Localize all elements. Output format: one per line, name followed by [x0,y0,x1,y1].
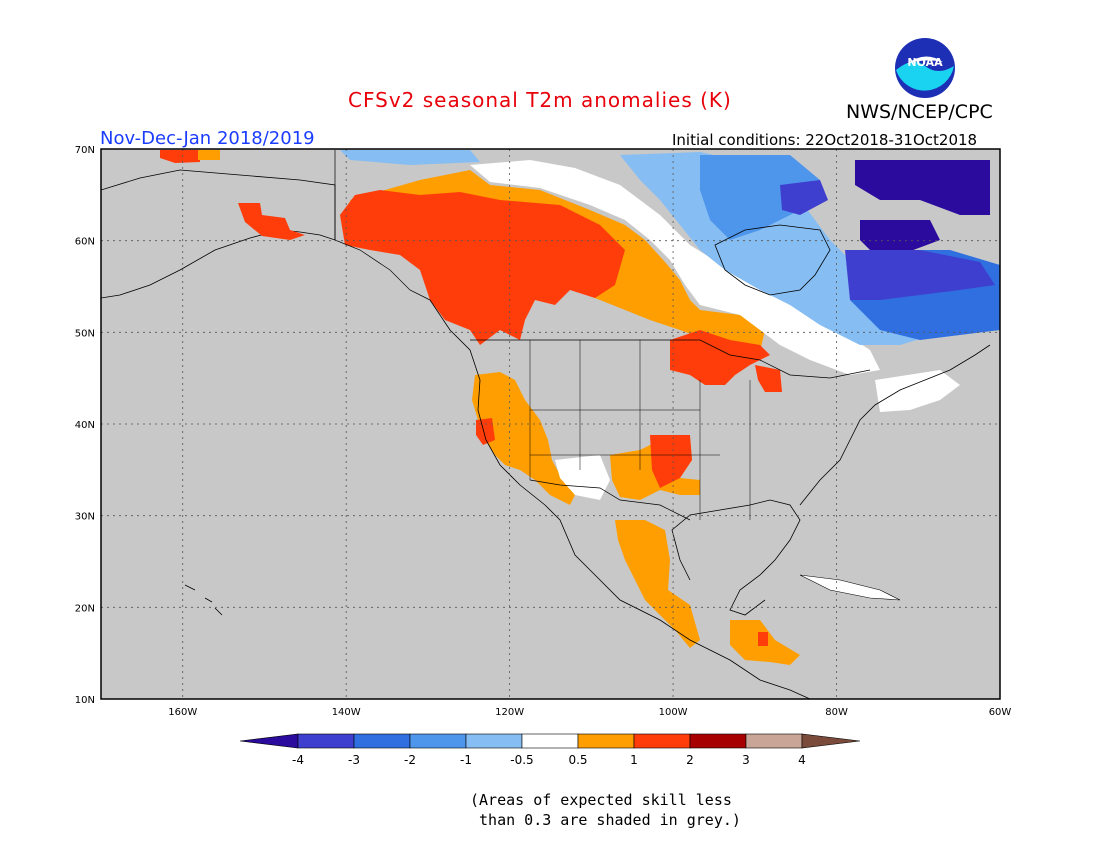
latitude-labels: 70N 60N 50N 40N 30N 20N 10N [75,145,95,706]
noaa-logo: NOAA [895,38,955,98]
warm-upper-midwest [670,330,770,385]
lat-label: 70N [75,145,95,156]
colorbar-cell [745,733,803,749]
cool-medium-blue [700,155,820,240]
period-label: Nov-Dec-Jan 2018/2019 [100,128,315,149]
colorbar: -4 -3 -2 -1 -0.5 0.5 1 2 3 4 [239,733,861,767]
lat-label: 40N [75,420,95,431]
warm-arctic-coast [160,150,200,163]
warm-mexico [615,520,700,648]
agency-label: NWS/NCEP/CPC [846,101,993,123]
colorbar-label: 1 [630,753,638,767]
coastline-west [429,299,811,699]
warm-alaska [238,203,305,240]
cool-purple [845,250,995,300]
grid-lines [101,149,1000,699]
lon-label: 80W [825,707,848,718]
neutral-northeast [875,370,960,412]
colorbar-label: -4 [292,753,304,767]
neutral-band [470,160,880,375]
cool-dark-blue [855,160,990,215]
colorbar-label: 3 [742,753,750,767]
colorbar-cell [465,733,523,749]
colorbar-min-arrow [239,733,299,749]
hudson-bay [714,224,831,296]
logo-text: NOAA [907,56,943,69]
cool-light-blue-top [340,150,480,165]
lat-label: 10N [75,695,95,706]
warm-ontario [755,365,782,392]
colorbar-cell [689,733,747,749]
coastline-gulf [671,499,801,616]
colorbar-cell [577,733,635,749]
coastline-east [799,344,991,506]
lon-label: 60W [989,707,1012,718]
colorbar-label: 4 [798,753,806,767]
colorbar-label: -1 [460,753,472,767]
lat-label: 60N [75,237,95,248]
anomaly-map: 70N 60N 50N 40N 30N 20N 10N 160W 140W 120W 100W 80… [75,145,1012,718]
lat-label: 30N [75,512,95,523]
footnote: (Areas of expected skill less than 0.3 a… [470,790,741,830]
chart-title: CFSv2 seasonal T2m anomalies (K) [348,88,732,112]
border-canada-us [470,339,871,379]
colorbar-label: -0.5 [510,753,533,767]
colorbar-label: -2 [404,753,416,767]
colorbar-cell [633,733,691,749]
colorbar-label: 2 [686,753,694,767]
footnote-line-1: (Areas of expected skill less [470,791,732,809]
cuba-outline [799,574,901,601]
cool-dark-blue-labrador [860,220,940,255]
warm-plains-red [650,435,692,488]
warm-west-coast [472,372,575,505]
longitude-labels: 160W 140W 120W 100W 80W 60W [168,707,1011,718]
initial-conditions-label: Initial conditions: 22Oct2018-31Oct2018 [672,131,978,149]
warm-arctic-coast-2 [198,150,220,160]
colorbar-label: -3 [348,753,360,767]
lon-label: 120W [495,707,524,718]
colorbar-cell [409,733,467,749]
colorbar-cell [353,733,411,749]
colorbar-label: 0.5 [568,753,587,767]
lon-label: 140W [332,707,361,718]
warm-california-red [476,418,495,445]
footnote-line-2: than 0.3 are shaded in grey.) [470,811,741,829]
warm-nwcanada-red [340,190,625,345]
border-us-mexico [529,479,691,521]
us-state-lines [529,340,751,520]
cool-dark-blue-2 [780,180,828,215]
lon-label: 160W [168,707,197,718]
lat-label: 50N [75,328,95,339]
alaska-outline [101,169,336,299]
lat-label: 20N [75,603,95,614]
map-frame [100,148,1001,700]
colorbar-cell [297,733,355,749]
hawaii-outline [184,584,223,616]
neutral-sw [555,455,610,500]
colorbar-cell [521,733,579,749]
lon-label: 100W [659,707,688,718]
border-alaska [334,150,431,301]
colorbar-max-arrow [801,733,861,749]
warm-central-america-red [758,632,768,646]
